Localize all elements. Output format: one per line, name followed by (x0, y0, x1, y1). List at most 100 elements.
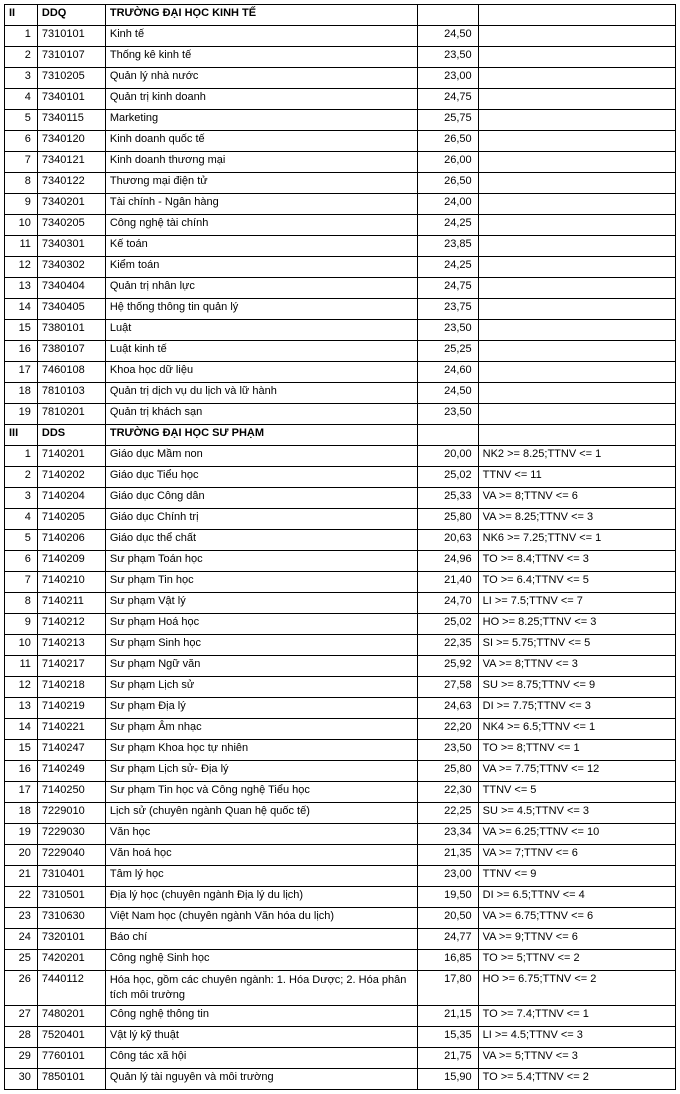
major-code: 7140205 (37, 509, 105, 530)
score: 15,90 (418, 1068, 478, 1089)
major-code: 7229030 (37, 824, 105, 845)
note (478, 236, 675, 257)
note: VA >= 8;TTNV <= 3 (478, 656, 675, 677)
table-row: 87140211Sư phạm Vật lý24,70LI >= 7.5;TTN… (5, 593, 676, 614)
score: 23,50 (418, 320, 478, 341)
table-row: 37310205Quản lý nhà nước23,00 (5, 68, 676, 89)
row-index: 26 (5, 971, 38, 1006)
table-row: 267440112Hóa học, gồm các chuyên ngành: … (5, 971, 676, 1006)
table-row: 247320101Báo chí24,77VA >= 9;TTNV <= 6 (5, 929, 676, 950)
major-name: Tài chính - Ngân hàng (105, 194, 417, 215)
row-index: 8 (5, 593, 38, 614)
note: VA >= 7.75;TTNV <= 12 (478, 761, 675, 782)
score: 24,63 (418, 698, 478, 719)
row-index: 19 (5, 824, 38, 845)
note: VA >= 8.25;TTNV <= 3 (478, 509, 675, 530)
note (478, 47, 675, 68)
table-row: 227310501Địa lý học (chuyên ngành Địa lý… (5, 887, 676, 908)
major-name: Giáo dục Công dân (105, 488, 417, 509)
note: TO >= 5;TTNV <= 2 (478, 950, 675, 971)
major-name: Tâm lý học (105, 866, 417, 887)
major-code: 7140202 (37, 467, 105, 488)
row-index: 9 (5, 194, 38, 215)
row-index: 18 (5, 803, 38, 824)
row-index: 13 (5, 278, 38, 299)
score: 27,58 (418, 677, 478, 698)
note: VA >= 9;TTNV <= 6 (478, 929, 675, 950)
score: 25,02 (418, 614, 478, 635)
score-table: IIDDQTRƯỜNG ĐẠI HỌC KINH TẾ17310101Kinh … (4, 4, 676, 1090)
major-name: Văn hoá học (105, 845, 417, 866)
score: 21,15 (418, 1005, 478, 1026)
score: 19,50 (418, 887, 478, 908)
major-name: Giáo dục thể chất (105, 530, 417, 551)
row-index: 3 (5, 488, 38, 509)
score: 16,85 (418, 950, 478, 971)
major-code: 7340120 (37, 131, 105, 152)
score: 23,50 (418, 740, 478, 761)
major-name: Kiểm toán (105, 257, 417, 278)
note: TO >= 5.4;TTNV <= 2 (478, 1068, 675, 1089)
table-row: 37140204Giáo dục Công dân25,33VA >= 8;TT… (5, 488, 676, 509)
note (478, 173, 675, 194)
note: HO >= 8.25;TTNV <= 3 (478, 614, 675, 635)
major-code: 7380101 (37, 320, 105, 341)
row-index: 2 (5, 47, 38, 68)
score: 24,25 (418, 257, 478, 278)
major-code: 7810103 (37, 383, 105, 404)
note: DI >= 6.5;TTNV <= 4 (478, 887, 675, 908)
cell-empty (418, 5, 478, 26)
row-index: 20 (5, 845, 38, 866)
score: 22,30 (418, 782, 478, 803)
major-name: Sư phạm Lịch sử (105, 677, 417, 698)
major-name: Giáo dục Mầm non (105, 446, 417, 467)
major-name: Công nghệ Sinh học (105, 950, 417, 971)
table-row: 157140247Sư phạm Khoa học tự nhiên23,50T… (5, 740, 676, 761)
major-name: Sư phạm Khoa học tự nhiên (105, 740, 417, 761)
table-row: 197229030Văn học23,34VA >= 6.25;TTNV <= … (5, 824, 676, 845)
score: 22,25 (418, 803, 478, 824)
major-code: 7340302 (37, 257, 105, 278)
row-index: 4 (5, 89, 38, 110)
note: TO >= 8;TTNV <= 1 (478, 740, 675, 761)
major-code: 7310101 (37, 26, 105, 47)
major-code: 7140209 (37, 551, 105, 572)
row-index: 1 (5, 446, 38, 467)
group-code: DDQ (37, 5, 105, 26)
score: 20,63 (418, 530, 478, 551)
score: 25,02 (418, 467, 478, 488)
score: 26,50 (418, 173, 478, 194)
major-name: Luật kinh tế (105, 341, 417, 362)
note: NK6 >= 7.25;TTNV <= 1 (478, 530, 675, 551)
major-name: Lịch sử (chuyên ngành Quan hệ quốc tế) (105, 803, 417, 824)
major-name: Sư phạm Sinh học (105, 635, 417, 656)
group-header-row: IIDDQTRƯỜNG ĐẠI HỌC KINH TẾ (5, 5, 676, 26)
table-row: 17140201Giáo dục Mầm non20,00NK2 >= 8.25… (5, 446, 676, 467)
table-row: 107140213Sư phạm Sinh học22,35SI >= 5.75… (5, 635, 676, 656)
row-index: 14 (5, 299, 38, 320)
major-code: 7140218 (37, 677, 105, 698)
major-code: 7310501 (37, 887, 105, 908)
row-index: 9 (5, 614, 38, 635)
major-name: Hóa học, gồm các chuyên ngành: 1. Hóa Dư… (105, 971, 417, 1006)
row-index: 21 (5, 866, 38, 887)
score: 17,80 (418, 971, 478, 1006)
row-index: 18 (5, 383, 38, 404)
major-code: 7340405 (37, 299, 105, 320)
score: 25,80 (418, 509, 478, 530)
table-row: 127340302Kiểm toán24,25 (5, 257, 676, 278)
table-row: 117340301Kế toán23,85 (5, 236, 676, 257)
table-row: 207229040Văn hoá học21,35VA >= 7;TTNV <=… (5, 845, 676, 866)
group-title: TRƯỜNG ĐẠI HỌC KINH TẾ (105, 5, 417, 26)
note: SU >= 8.75;TTNV <= 9 (478, 677, 675, 698)
major-name: Sư phạm Hoá học (105, 614, 417, 635)
table-row: 277480201Công nghệ thông tin21,15TO >= 7… (5, 1005, 676, 1026)
table-row: 257420201Công nghệ Sinh học16,85TO >= 5;… (5, 950, 676, 971)
major-code: 7310107 (37, 47, 105, 68)
score: 23,00 (418, 866, 478, 887)
score: 23,50 (418, 47, 478, 68)
row-index: 14 (5, 719, 38, 740)
major-code: 7140212 (37, 614, 105, 635)
major-name: Quản trị kinh doanh (105, 89, 417, 110)
cell-empty (418, 425, 478, 446)
